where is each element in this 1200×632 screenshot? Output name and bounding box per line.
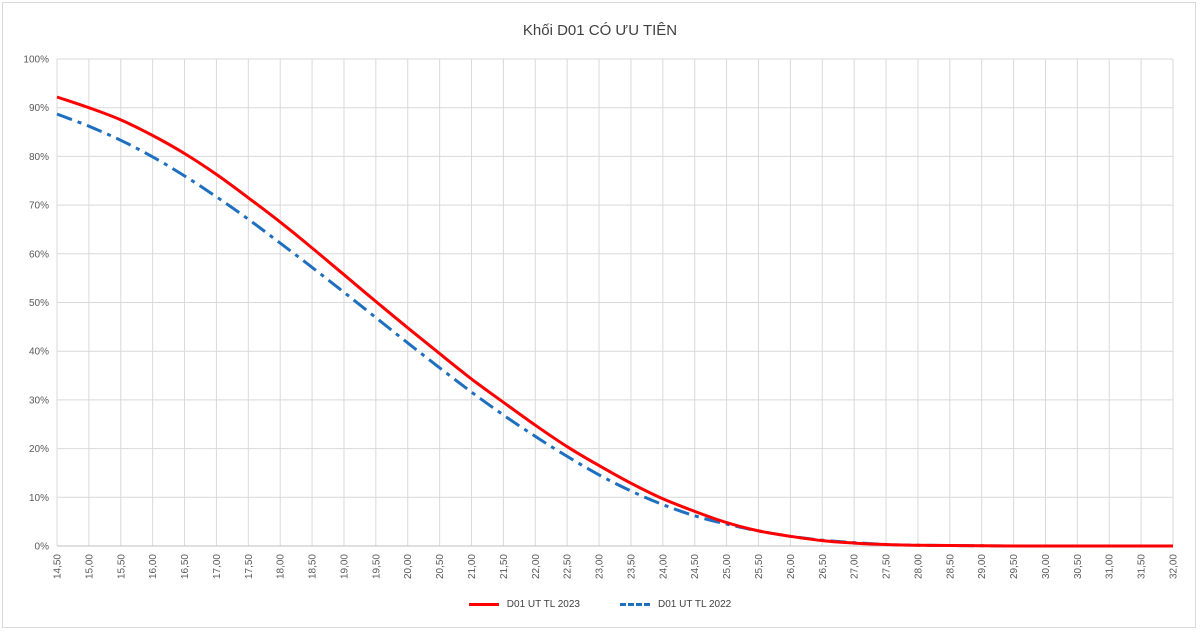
x-tick-label: 25,50 — [754, 554, 765, 579]
legend-swatch-2023 — [468, 603, 499, 606]
x-tick-label: 31,00 — [1105, 554, 1116, 579]
x-tick-label: 27,50 — [882, 554, 893, 579]
x-tick-label: 27,00 — [850, 554, 861, 579]
legend-item-2023: D01 UT TL 2023 — [468, 599, 580, 610]
x-tick-label: 29,50 — [1009, 554, 1020, 579]
line-chart: 0% 10% 20% 30% 40% 50% 60% 70% 80% 90% 100% 14,50 15… — [23, 55, 1180, 580]
x-tick-label: 14,50 — [53, 554, 64, 579]
x-tick-label: 26,50 — [818, 554, 829, 579]
y-tick-label: 10% — [29, 493, 49, 504]
x-tick-label: 17,00 — [212, 554, 223, 579]
x-tick-label: 16,50 — [180, 554, 191, 579]
x-tick-label: 28,50 — [945, 554, 956, 579]
legend-label-2023: D01 UT TL 2023 — [506, 599, 580, 610]
x-tick-label: 24,00 — [658, 554, 669, 579]
series-line-2023 — [56, 95, 1173, 548]
y-tick-label: 40% — [29, 347, 49, 358]
y-tick-label: 100% — [23, 55, 49, 66]
legend-label-2022: D01 UT TL 2022 — [658, 599, 732, 610]
y-tick-label: 20% — [29, 444, 49, 455]
y-tick-label: 50% — [29, 298, 49, 309]
x-tick-label: 23,50 — [626, 554, 637, 579]
x-tick-label: 23,00 — [595, 554, 606, 579]
chart-legend: D01 UT TL 2023 D01 UT TL 2022 — [3, 599, 1197, 610]
x-tick-label: 29,00 — [977, 554, 988, 579]
legend-swatch-2022 — [620, 603, 650, 606]
x-tick-label: 20,50 — [435, 554, 446, 579]
legend-item-2022: D01 UT TL 2022 — [620, 599, 731, 610]
x-tick-label: 32,00 — [1169, 554, 1180, 579]
x-tick-label: 15,50 — [116, 554, 127, 579]
x-tick-label: 21,00 — [467, 554, 478, 579]
y-tick-label: 80% — [29, 152, 49, 163]
y-tick-label: 70% — [29, 201, 49, 212]
y-tick-label: 90% — [29, 103, 49, 114]
x-tick-label: 22,00 — [531, 554, 542, 579]
x-tick-label: 17,50 — [244, 554, 255, 579]
x-tick-label: 15,00 — [84, 554, 95, 579]
x-tick-label: 26,00 — [786, 554, 797, 579]
y-tick-label: 30% — [29, 395, 49, 406]
x-tick-label: 30,00 — [1041, 554, 1052, 579]
chart-title: Khối D01 CÓ ƯU TIÊN — [522, 22, 678, 39]
x-tick-label: 19,00 — [339, 554, 350, 579]
x-tick-label: 22,50 — [563, 554, 574, 579]
series-line-2022 — [56, 112, 1173, 548]
x-tick-label: 24,50 — [690, 554, 701, 579]
x-tick-label: 30,50 — [1073, 554, 1084, 579]
y-tick-label: 0% — [35, 542, 50, 553]
x-tick-label: 19,50 — [371, 554, 382, 579]
x-tick-label: 28,00 — [913, 554, 924, 579]
y-tick-label: 60% — [29, 249, 49, 260]
x-tick-label: 25,00 — [722, 554, 733, 579]
x-tick-label: 21,50 — [499, 554, 510, 579]
x-tick-label: 31,50 — [1137, 554, 1148, 579]
x-tick-label: 18,00 — [276, 554, 287, 579]
x-tick-label: 16,00 — [148, 554, 159, 579]
x-tick-label: 20,00 — [403, 554, 414, 579]
x-tick-label: 18,50 — [308, 554, 319, 579]
